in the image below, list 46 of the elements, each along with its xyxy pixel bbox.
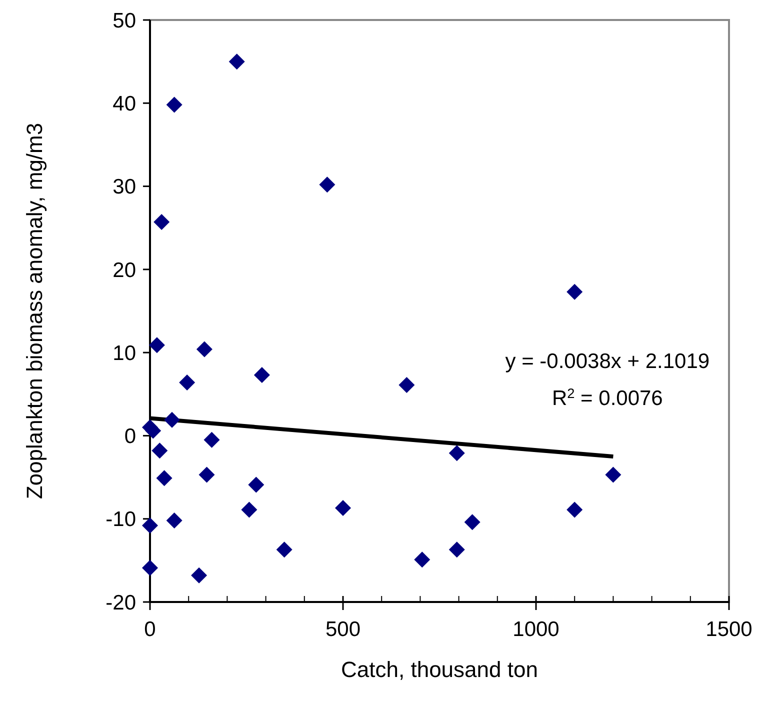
- point: [566, 284, 583, 300]
- annotation: R$^{2}$ = 0.0076: [552, 386, 663, 410]
- y-tick-label: 40: [112, 92, 136, 116]
- point: [248, 476, 264, 493]
- point: [142, 518, 158, 534]
- annotation: y = -0.0038x + 2.1019: [505, 350, 710, 373]
- point: [448, 445, 465, 462]
- point: [319, 176, 336, 193]
- y-tick-label: -20: [106, 591, 136, 614]
- point: [228, 54, 245, 70]
- y-tick-label: 50: [112, 9, 136, 32]
- y-tick-label: -10: [106, 508, 136, 532]
- y-tick-label: 30: [112, 176, 136, 199]
- point: [142, 560, 158, 576]
- point: [156, 470, 172, 486]
- point: [335, 500, 351, 516]
- point: [198, 466, 215, 483]
- y-axis-title: Zooplankton biomass anomaly, mg/m3: [22, 122, 47, 500]
- x-tick-label: 0: [144, 618, 156, 641]
- point: [414, 552, 430, 568]
- point: [191, 567, 208, 584]
- x-tick-label: 1000: [512, 618, 560, 641]
- y-tick-label: 0: [124, 425, 136, 448]
- point: [605, 466, 622, 483]
- point: [148, 337, 165, 354]
- point: [179, 374, 196, 391]
- point: [166, 512, 182, 529]
- y-tick-label: 10: [112, 342, 136, 365]
- point: [276, 542, 292, 558]
- point: [398, 376, 415, 393]
- point: [196, 341, 212, 358]
- point: [448, 542, 465, 558]
- point: [241, 502, 258, 518]
- point: [204, 432, 220, 448]
- point: [464, 514, 480, 530]
- point: [566, 502, 583, 518]
- y-tick-label: 20: [112, 258, 136, 282]
- x-axis-title: Catch, thousand ton: [341, 657, 538, 682]
- point: [154, 214, 170, 230]
- point: [166, 96, 182, 113]
- point: [145, 422, 162, 439]
- point: [164, 412, 180, 428]
- point: [254, 367, 270, 384]
- point: [152, 442, 168, 459]
- x-tick-label: 1500: [706, 618, 752, 641]
- x-tick-label: 500: [325, 618, 361, 641]
